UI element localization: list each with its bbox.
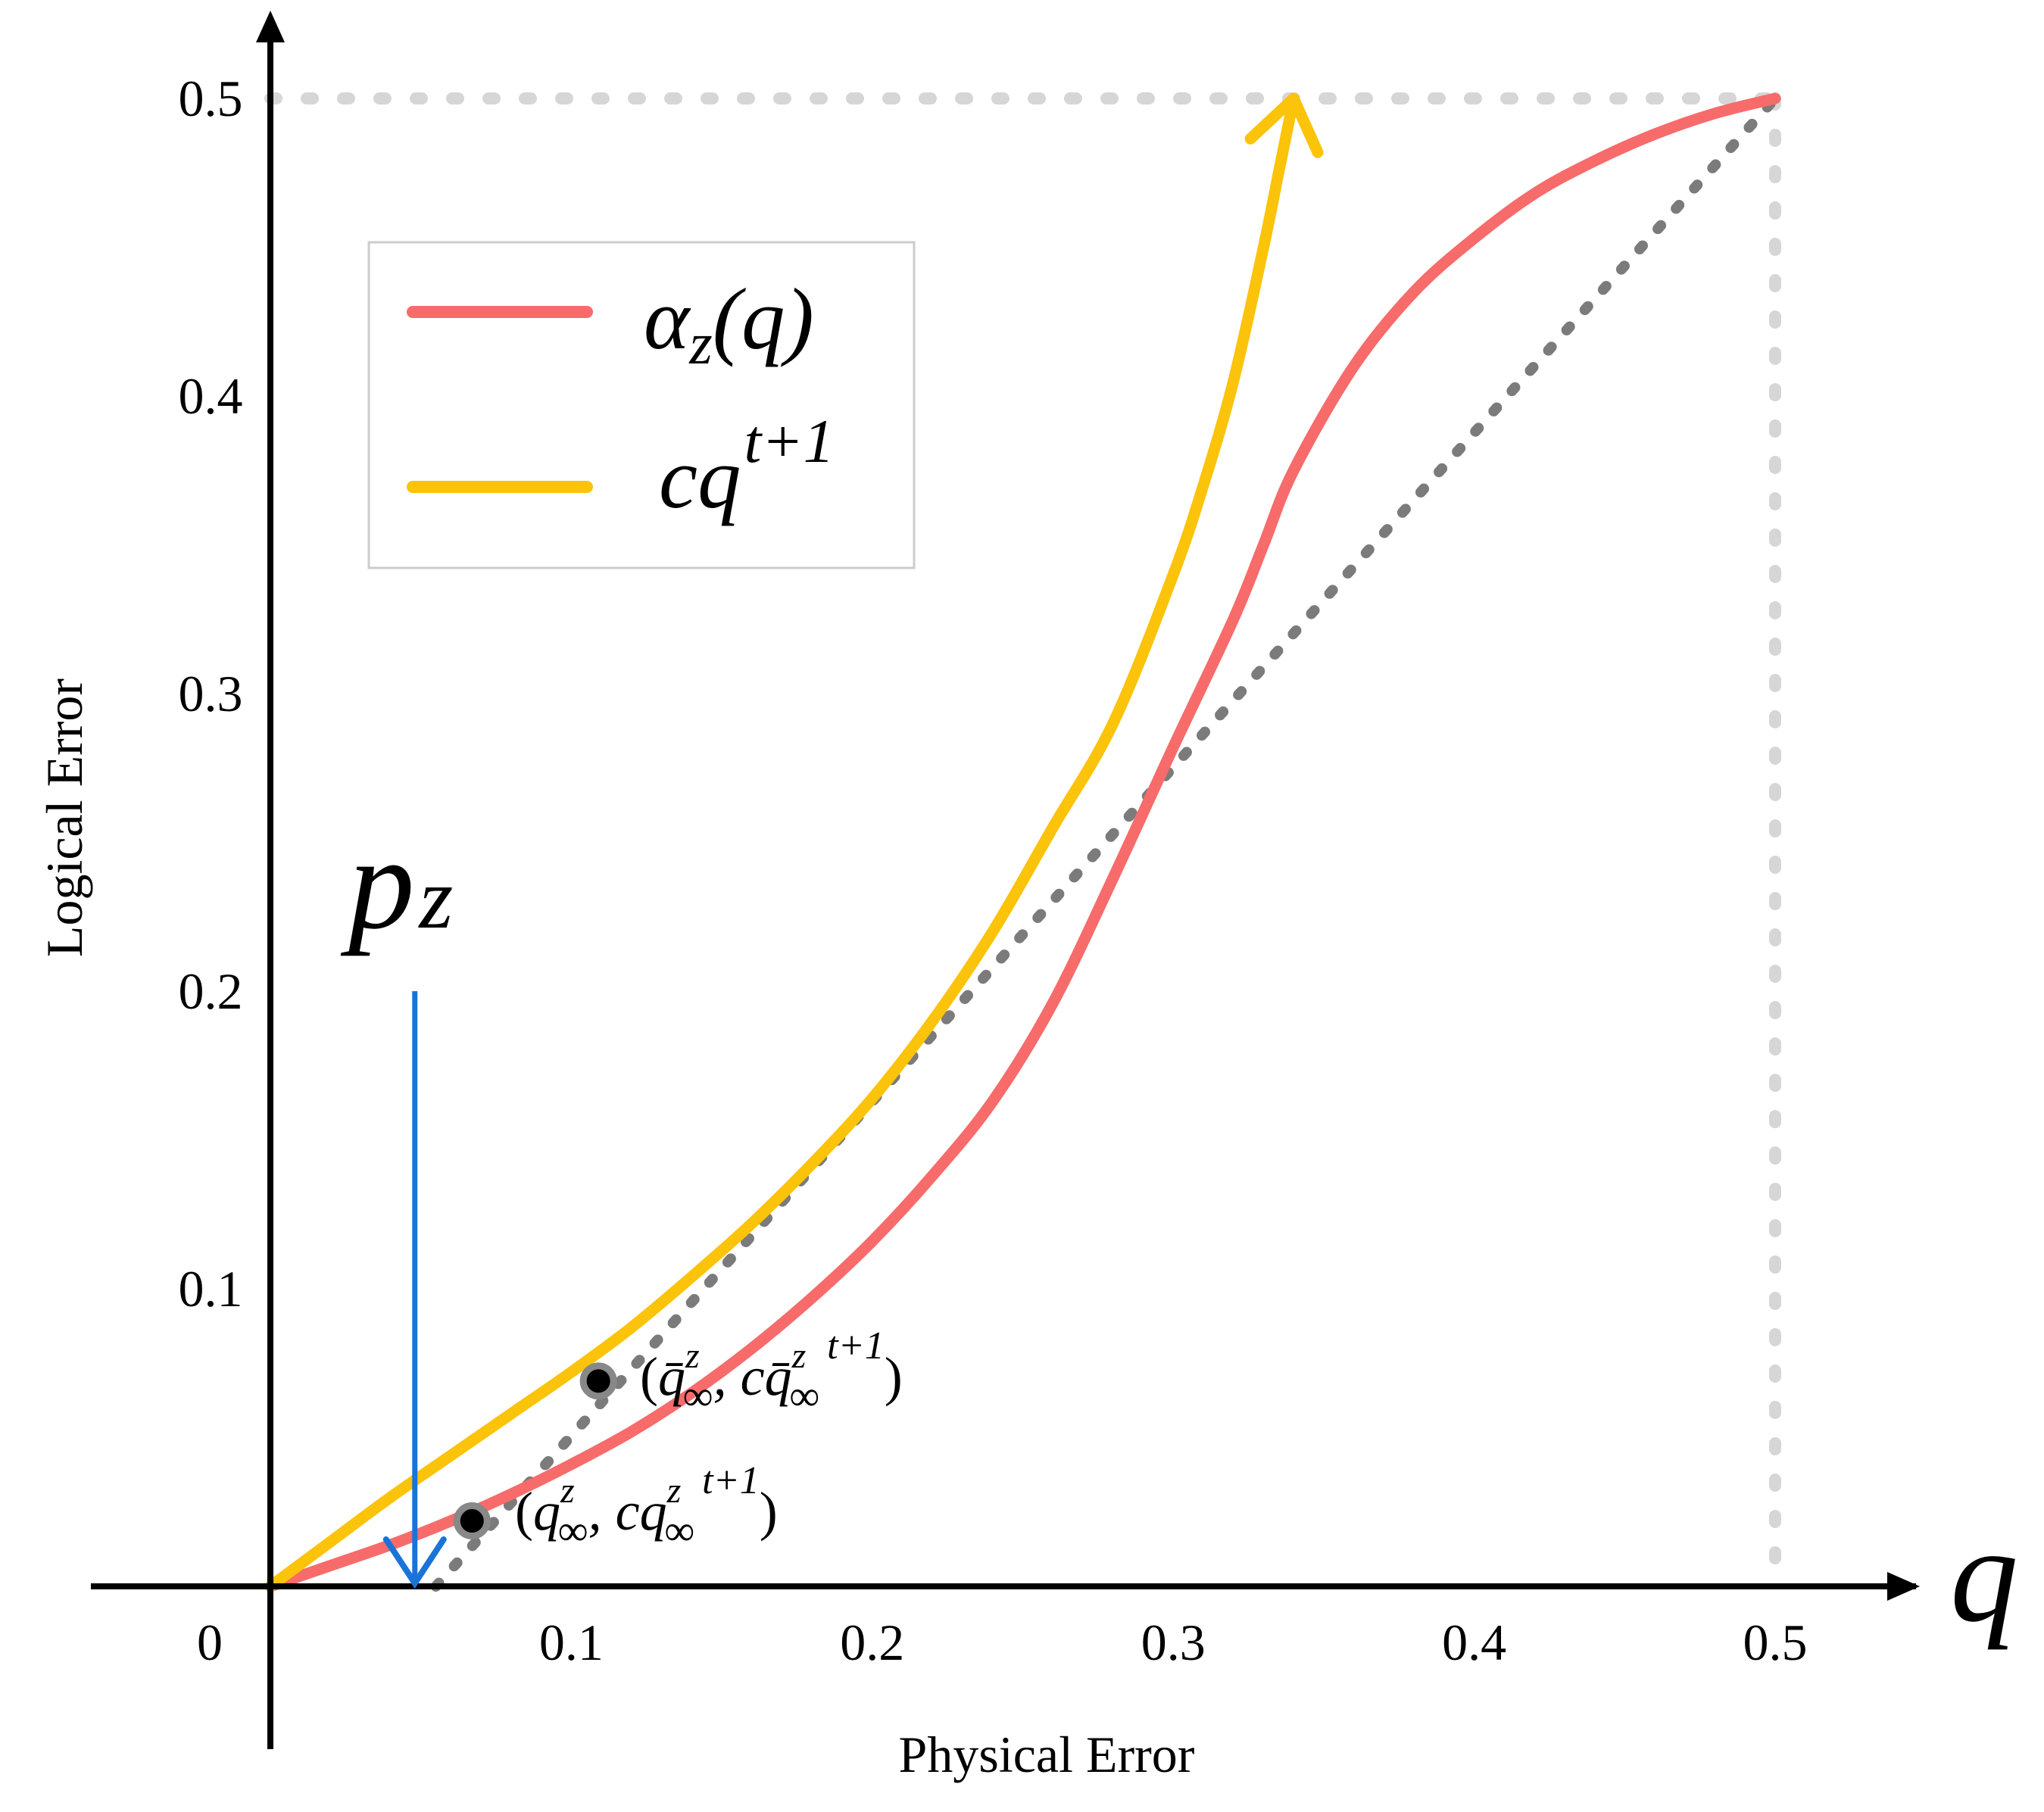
point-label-qbar-sup2: z: [791, 1336, 807, 1376]
legend-alpha-base: α: [644, 271, 691, 367]
x-tick-label: 0.1: [539, 1614, 604, 1671]
legend-alpha-sub: z: [688, 310, 712, 376]
point-label-q-open: (: [515, 1481, 533, 1542]
point-label-qbar-q: q̄: [658, 1346, 685, 1407]
point-label-q-q2: q: [640, 1481, 667, 1542]
point-label-q-sup: z: [560, 1470, 575, 1511]
point-label-qbar-sub2: ∞: [789, 1373, 819, 1420]
point-label-qbar-comma: , c: [713, 1346, 765, 1407]
point-q-infinity: [453, 1502, 491, 1540]
y-tick-label: 0.3: [179, 665, 243, 722]
pz-subscript: z: [418, 850, 454, 947]
points-layer: [453, 1362, 617, 1540]
q-axis-symbol: q: [1950, 1499, 2018, 1650]
legend-label-alpha: αz(q): [644, 271, 814, 376]
y-tick-label: 0.5: [179, 70, 243, 127]
x-axis-arrowhead: [1887, 1572, 1920, 1601]
point-label-qbar-power: t+1: [827, 1324, 885, 1368]
legend-box: [367, 241, 916, 569]
point-q-bar-infinity: [579, 1362, 617, 1400]
y-tick-label: 0.4: [179, 367, 243, 425]
y-axis-title: Logical Error: [36, 678, 93, 958]
legend: αz(q) cqt+1: [367, 241, 916, 569]
x-tick-label: 0.2: [840, 1614, 904, 1671]
x-tick-label: 0.3: [1141, 1614, 1206, 1671]
series-layer: [264, 92, 1781, 1592]
point-label-q-sup2: z: [666, 1470, 682, 1511]
x-tick-labels: 0 0.1 0.2 0.3 0.4 0.5: [197, 1614, 1808, 1671]
legend-cq-sup: t+1: [744, 407, 835, 476]
pz-arrow-head: [382, 1536, 447, 1589]
series-diagonal: [430, 93, 1780, 1592]
legend-cq-base: cq: [659, 430, 741, 526]
y-tick-label: 0.2: [179, 962, 243, 1020]
y-axis-arrowhead: [256, 11, 285, 42]
point-label-q-q: q: [533, 1481, 560, 1542]
legend-label-cq: cqt+1: [659, 407, 835, 526]
svg-text:pz: pz: [340, 809, 453, 956]
pz-base: p: [340, 809, 415, 956]
point-label-qbar-open: (: [640, 1346, 658, 1407]
point-label-qbar-close: ): [885, 1346, 903, 1407]
legend-alpha-rest: (q): [713, 271, 814, 367]
y-tick-labels: 0.1 0.2 0.3 0.4 0.5: [179, 70, 243, 1318]
point-label-q-close: ): [760, 1481, 778, 1542]
y-tick-label: 0.1: [179, 1260, 243, 1318]
point-label-qbar: (q̄z ∞, cq̄z ∞t+1): [640, 1324, 903, 1420]
point-label-q-sub: ∞: [558, 1508, 588, 1555]
point-label-q-power: t+1: [702, 1459, 760, 1502]
x-tick-label: 0: [197, 1614, 223, 1671]
series-c-q-t-1--arrowhead: [1244, 92, 1324, 158]
x-axis-title: Physical Error: [899, 1726, 1195, 1783]
point-label-q-comma: , c: [588, 1481, 640, 1542]
x-tick-label: 0.5: [1743, 1614, 1808, 1671]
pz-annotation: pz: [340, 809, 453, 1589]
point-label-qbar-q2: q̄: [765, 1346, 792, 1407]
point-label-qbar-sub: ∞: [683, 1373, 713, 1420]
x-tick-label: 0.4: [1442, 1614, 1506, 1671]
series-c-q-t-1-: [264, 92, 1300, 1592]
point-label-qbar-sup: z: [685, 1336, 700, 1376]
guide-lines: [264, 92, 1781, 1592]
point-label-q: (qz ∞, cqz ∞t+1): [515, 1459, 778, 1555]
point-label-q-sub2: ∞: [664, 1508, 694, 1555]
series-alpha-z-q-: [264, 92, 1781, 1592]
